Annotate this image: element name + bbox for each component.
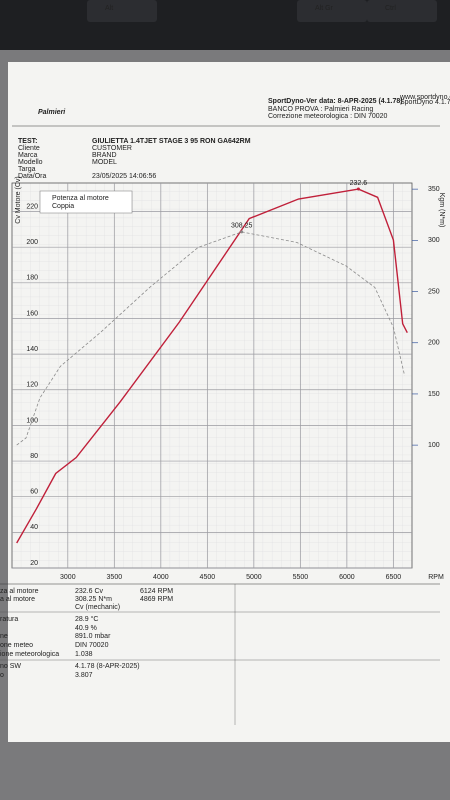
key — [87, 0, 157, 22]
plot-area — [12, 183, 412, 568]
series-line — [16, 188, 408, 544]
test-cell: MODEL — [92, 159, 117, 166]
y-tick-label: 220 — [26, 203, 38, 210]
key-label: Alt Gr — [315, 5, 334, 12]
x-tick-label: 5500 — [293, 574, 309, 581]
header-version: SportDyno-Ver data: 8-APR-2025 (4.1.78) — [268, 98, 403, 105]
y2-axis-label: Kgm (N*m) — [438, 193, 445, 228]
y2-tick-label: 200 — [428, 340, 440, 347]
y-tick-label: 160 — [26, 310, 38, 317]
test-cell: Cliente — [18, 145, 40, 152]
result-cell: DIN 70020 — [75, 642, 109, 649]
result-cell: 891.0 mbar — [75, 633, 111, 640]
test-cell: TEST: — [18, 138, 37, 145]
y-tick-label: 80 — [30, 453, 38, 460]
y2-tick-label: 100 — [428, 442, 440, 449]
y-tick-label: 140 — [26, 346, 38, 353]
result-cell: o — [0, 672, 4, 679]
y-tick-label: 40 — [30, 524, 38, 531]
result-cell: no SW — [0, 663, 21, 670]
x-tick-label: 3500 — [107, 574, 123, 581]
key — [367, 0, 437, 22]
peak-marker — [240, 230, 244, 234]
result-cell: 40.9 % — [75, 625, 97, 632]
result-cell: 232.6 Cv — [75, 588, 104, 595]
test-cell: CUSTOMER — [92, 145, 132, 152]
y-tick-label: 200 — [26, 239, 38, 246]
content: Alt Alt Gr Ctrl Palmieri SportDyno-Ver data:… — [0, 0, 450, 725]
header-bench: BANCO PROVA : Palmieri Racing — [268, 106, 373, 113]
key — [297, 0, 367, 22]
legend-entry: Potenza al motore — [52, 195, 109, 202]
data-label: 308.25 — [231, 223, 253, 230]
header-software: SportDyno 4.1.78 — [400, 99, 450, 106]
key-label: Ctrl — [385, 5, 396, 12]
result-cell: one meteo — [0, 642, 33, 649]
test-cell: BRAND — [92, 152, 117, 159]
legend-box — [39, 190, 133, 214]
peak-marker — [356, 187, 360, 191]
test-cell: Marca — [18, 152, 38, 159]
y-tick-label: 20 — [30, 560, 38, 567]
series-line — [16, 231, 405, 446]
y-axis-label: Cv Motore (Cv) — [15, 176, 22, 223]
result-cell: Cv (mechanic) — [75, 604, 120, 611]
y-tick-label: 60 — [30, 489, 38, 496]
result-cell: za al motore — [0, 588, 39, 595]
test-cell: GIULIETTA 1.4TJET STAGE 3 95 RON GA642RM — [92, 138, 251, 145]
x-tick-label: 3000 — [60, 574, 76, 581]
test-cell: Data/Ora — [18, 173, 47, 180]
result-cell: ione meteorologica — [0, 651, 59, 658]
result-cell: 3.807 — [75, 672, 93, 679]
header-site: www.sportdyno.com — [399, 94, 450, 101]
logo: Palmieri — [38, 109, 66, 116]
test-cell: Targa — [18, 166, 36, 173]
test-cell: 23/05/2025 14:06:56 — [92, 173, 156, 180]
x-tick-label: 5000 — [246, 574, 262, 581]
y2-tick-label: 350 — [428, 186, 440, 193]
y-tick-label: 120 — [26, 382, 38, 389]
result-cell: 4.1.78 (8-APR-2025) — [75, 663, 140, 670]
result-cell: a al motore — [0, 596, 35, 603]
result-cell: 28.9 °C — [75, 615, 98, 623]
result-cell: ratura — [0, 616, 18, 623]
legend-entry: Coppia — [52, 203, 74, 210]
result-cell: 308.25 N*m — [75, 596, 112, 603]
y-tick-label: 180 — [26, 275, 38, 282]
result-cell: ne — [0, 633, 8, 640]
x-tick-label: 6000 — [339, 574, 355, 581]
y2-tick-label: 250 — [428, 288, 440, 295]
y2-tick-label: 300 — [428, 237, 440, 244]
header-correction: Correzione meteorologica : DIN 70020 — [268, 113, 388, 120]
result-cell: 1.038 — [75, 651, 93, 658]
result-cell: 4869 RPM — [140, 596, 173, 603]
test-cell: Modello — [18, 159, 43, 166]
key-label: Alt — [105, 5, 113, 12]
x-tick-label: 4500 — [200, 574, 216, 581]
y2-tick-label: 150 — [428, 391, 440, 398]
result-cell: 6124 RPM — [140, 588, 173, 595]
x-tick-label: 6500 — [386, 574, 402, 581]
data-label: 232.6 — [350, 180, 368, 187]
x-tick-label: 4000 — [153, 574, 169, 581]
x-axis-label: RPM — [428, 574, 444, 581]
